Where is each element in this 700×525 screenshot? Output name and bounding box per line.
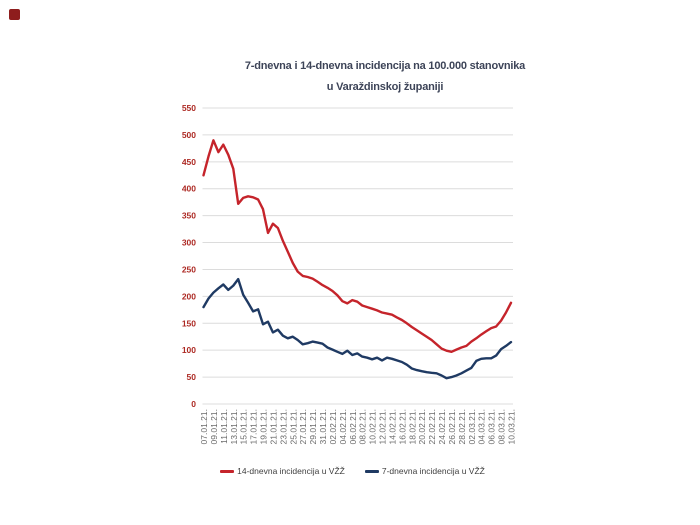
x-tick-label: 17.01.21. (249, 409, 259, 444)
legend-label: 14-dnevna incidencija u VŽŽ (237, 466, 345, 476)
series-line-7-day (202, 277, 513, 380)
x-tick-label: 07.01.21. (199, 409, 209, 444)
x-tick-label: 11.01.21. (219, 409, 229, 444)
x-tick-label: 15.01.21. (239, 409, 249, 444)
x-tick-label: 20.02.21. (417, 409, 427, 444)
legend-line-swatch-red (220, 469, 235, 473)
legend-item-14-day: 14-dnevna incidencija u VŽŽ (220, 466, 345, 476)
y-tick-label: 550 (182, 103, 196, 113)
y-tick-label: 0 (191, 399, 196, 409)
y-tick-label: 50 (187, 372, 197, 382)
x-tick-label: 28.02.21. (457, 409, 467, 444)
x-tick-label: 08.03.21. (497, 409, 507, 444)
y-tick-label: 200 (182, 291, 196, 301)
x-tick-label: 16.02.21. (397, 409, 407, 444)
x-tick-label: 26.02.21. (447, 409, 457, 444)
x-tick-label: 08.02.21. (358, 409, 368, 444)
x-tick-label: 02.03.21. (467, 409, 477, 444)
y-tick-label: 100 (182, 345, 196, 355)
x-tick-label: 10.02.21. (368, 409, 378, 444)
y-tick-label: 500 (182, 130, 196, 140)
y-tick-label: 350 (182, 211, 196, 221)
chart-title-line2: u Varaždinskoj županiji (326, 81, 444, 93)
x-tick-label: 02.02.21. (328, 409, 338, 444)
x-tick-label: 23.01.21. (278, 409, 288, 444)
chart-title: 7-dnevna i 14-dnevna incidencija na 100.… (180, 56, 590, 98)
y-tick-label: 400 (182, 184, 196, 194)
legend-line-swatch-blue (364, 469, 379, 473)
y-tick-label: 150 (182, 318, 196, 328)
x-tick-label: 09.01.21. (209, 409, 219, 444)
x-tick-label: 04.02.21. (338, 409, 348, 444)
y-tick-label: 250 (182, 264, 196, 274)
series-line-14-day (202, 139, 513, 353)
x-tick-label: 21.01.21. (268, 409, 278, 444)
x-tick-label: 25.01.21. (288, 409, 298, 444)
x-tick-label: 13.01.21. (229, 409, 239, 444)
x-tick-label: 18.02.21. (407, 409, 417, 444)
x-tick-label: 31.01.21. (318, 409, 328, 444)
legend-item-7-day: 7-dnevna incidencija u VŽŽ (364, 466, 485, 476)
y-tick-label: 450 (182, 157, 196, 167)
chart-legend: 14-dnevna incidencija u VŽŽ 7-dnevna inc… (180, 466, 525, 476)
y-tick-label: 300 (182, 238, 196, 248)
x-tick-label: 12.02.21. (378, 409, 388, 444)
x-tick-label: 24.02.21. (437, 409, 447, 444)
x-tick-label: 10.03.21. (507, 409, 517, 444)
x-tick-label: 19.01.21. (259, 409, 269, 444)
x-tick-label: 06.02.21. (348, 409, 358, 444)
x-tick-label: 14.02.21. (387, 409, 397, 444)
x-tick-label: 29.01.21. (308, 409, 318, 444)
x-tick-label: 22.02.21. (427, 409, 437, 444)
legend-label: 7-dnevna incidencija u VŽŽ (381, 466, 485, 476)
x-tick-label: 27.01.21. (298, 409, 308, 444)
corner-red-marker-icon (9, 9, 20, 20)
x-tick-label: 04.03.21. (477, 409, 487, 444)
x-tick-label: 06.03.21. (487, 409, 497, 444)
chart-title-line1: 7-dnevna i 14-dnevna incidencija na 100.… (244, 60, 526, 72)
